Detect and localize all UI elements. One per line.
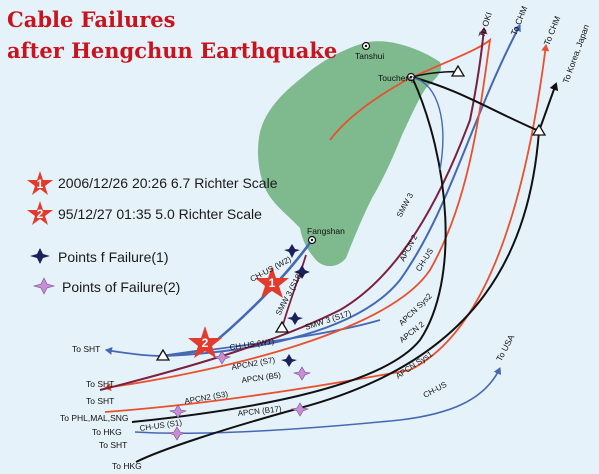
cable-apcn-sys2 [411, 76, 540, 132]
cable-label-apcn-sys1: APCN Sys1 [394, 349, 435, 380]
dest-to-oki: To OKI [476, 11, 494, 39]
cable-to-korea-japan [538, 82, 559, 132]
dest-to-phl-mal-sng: To PHL,MAL,SNG [60, 413, 129, 423]
legend-star-2 [27, 201, 53, 225]
cable-apcn-sys1 [135, 130, 540, 463]
landing-fangshan [307, 235, 317, 245]
title-line-2: after Hengchun Earthquake [7, 38, 337, 63]
place-toucheng: Toucheng [378, 73, 415, 83]
legend-star-1-number: 1 [37, 177, 44, 191]
dest-to-sht-1: To SHT [72, 344, 100, 354]
failure-point-1-c [287, 312, 303, 325]
legend-failure-2-icon [32, 277, 56, 295]
title-line-1: Cable Failures [7, 7, 176, 32]
dest-to-sht-3: To SHT [86, 396, 114, 406]
epicenter-star-1 [255, 266, 289, 298]
legend-star-1 [27, 171, 53, 195]
legend-failure-1-icon [30, 248, 50, 264]
legend-quake-1: 2006/12/26 20:26 6.7 Richter Scale [58, 175, 278, 191]
cable-chus-s1 [134, 367, 502, 435]
dest-to-chm-1: To CHM [509, 5, 530, 37]
cable-label-chus-a: CH-US [414, 247, 435, 273]
place-tanshui: Tanshui [355, 51, 384, 61]
cable-label-apcn-b5: APCN (B5) [241, 371, 282, 385]
branch-unit-4 [274, 320, 290, 333]
legend-failure-1: Points f Failure(1) [58, 249, 168, 265]
cable-label-smw3: SMW 3 [395, 191, 416, 219]
failure-point-1-a [284, 244, 300, 258]
cable-label-chus-b: CH-US [422, 380, 449, 400]
failure-point-2-d [290, 402, 310, 417]
dest-to-hkg-2: To HKG [112, 461, 142, 471]
dest-to-korea-japan: To Korea, Japan [560, 23, 591, 85]
legend-star-2-number: 2 [37, 207, 44, 221]
legend-quake-2: 95/12/27 01:35 5.0 Richter Scale [58, 206, 262, 222]
branch-unit-2 [531, 123, 547, 136]
dest-to-chm-2: To CHM [542, 15, 563, 47]
cable-smw3-loop [411, 77, 444, 171]
failure-point-1-b [294, 265, 310, 279]
cable-smw3-s18 [281, 254, 307, 329]
cable-apcn-sys2-south [131, 76, 447, 423]
epicenter-number-1: 1 [269, 276, 276, 290]
branch-unit-1 [450, 64, 466, 77]
dest-to-hkg-1: To HKG [92, 427, 122, 437]
cable-label-apcn2-a: APCN 2 [398, 233, 420, 263]
branch-unit-3 [155, 348, 171, 361]
epicenter-number-2: 2 [202, 336, 209, 350]
landing-toucheng [406, 72, 416, 82]
taiwan-island [257, 41, 442, 267]
failure-point-2-e [167, 426, 187, 441]
cable-apcn2-to-chm2 [329, 77, 411, 141]
cable-label-apcn2-s3: APCN2 (S3) [184, 389, 229, 406]
cable-apcn2-to-chm1 [104, 37, 492, 392]
place-fangshan: Fangshan [307, 226, 345, 236]
dest-to-sht-2: To SHT [86, 379, 114, 389]
cable-label-chus-w1: CH-US (W1) [229, 337, 275, 352]
failure-point-2-a [212, 350, 232, 365]
dest-to-usa: To USA [494, 333, 517, 363]
epicenter-star-2 [188, 326, 222, 358]
dest-to-sht-4: To SHT [99, 440, 127, 450]
failure-point-2-b [292, 366, 312, 381]
failure-point-2-c [168, 404, 188, 419]
cable-to-sht-1 [105, 346, 164, 357]
legend-failure-2: Points of Failure(2) [62, 279, 180, 295]
cable-apcn2-s3 [104, 44, 550, 413]
cable-chus-w1 [162, 319, 381, 357]
landing-tanshui [361, 41, 371, 51]
failure-point-1-d [281, 354, 297, 367]
